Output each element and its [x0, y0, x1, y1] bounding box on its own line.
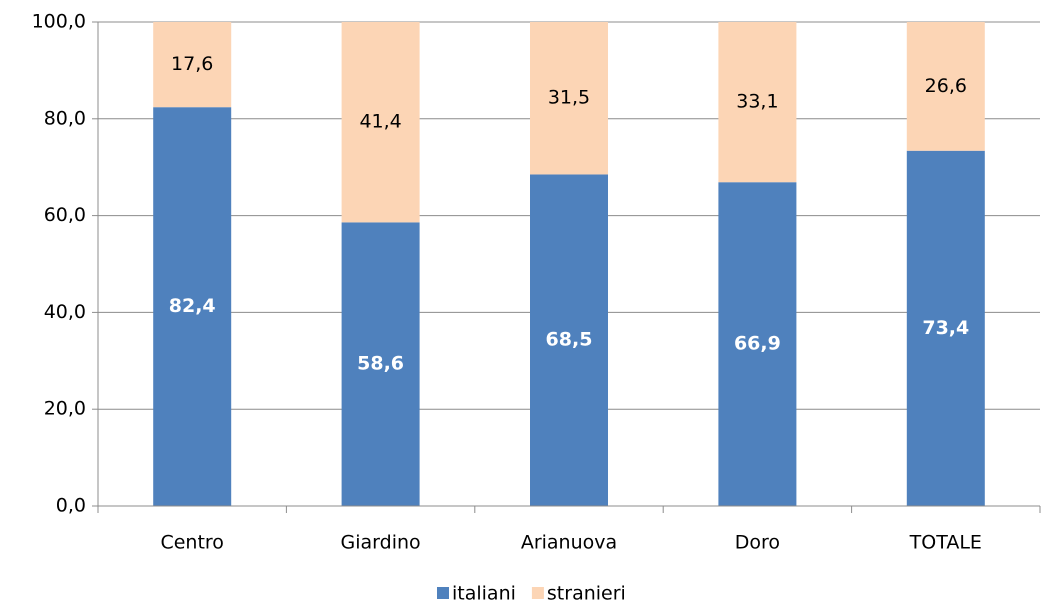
- data-label: 82,4: [169, 295, 216, 317]
- bar-segment: [341, 222, 420, 506]
- x-tick-label: Doro: [735, 532, 780, 554]
- data-label: 26,6: [925, 75, 967, 97]
- data-label: 31,5: [548, 87, 590, 109]
- y-tick-label: 40,0: [44, 301, 86, 323]
- y-tick-label: 100,0: [32, 11, 86, 33]
- y-tick-label: 80,0: [44, 107, 86, 129]
- y-tick-label: 60,0: [44, 204, 86, 226]
- bar-segment: [530, 22, 608, 175]
- data-label: 17,6: [171, 53, 213, 75]
- bar-segment: [718, 182, 797, 507]
- x-tick-label: Arianuova: [521, 532, 617, 554]
- bar-segment: [153, 107, 232, 507]
- bar-segment: [718, 22, 797, 183]
- legend-swatch: [437, 587, 449, 599]
- y-tick-label: 20,0: [44, 398, 86, 420]
- legend-swatch: [531, 587, 544, 599]
- data-label: 68,5: [546, 329, 593, 351]
- legend-label: stranieri: [547, 583, 626, 605]
- data-label: 41,4: [359, 111, 401, 133]
- x-tick-label: Giardino: [341, 532, 421, 554]
- bar-segment: [906, 22, 985, 151]
- data-label: 66,9: [734, 333, 781, 355]
- bar-segment: [906, 150, 985, 506]
- data-label: 58,6: [357, 353, 404, 375]
- y-tick-label: 0,0: [56, 495, 86, 517]
- x-tick-label: Centro: [160, 532, 223, 554]
- bar-segment: [341, 22, 420, 223]
- bar-segment: [153, 22, 232, 108]
- x-tick-label: TOTALE: [909, 532, 982, 554]
- data-label: 33,1: [736, 91, 778, 113]
- legend-label: italiani: [452, 583, 516, 605]
- bar-segment: [530, 174, 608, 506]
- data-label: 73,4: [922, 317, 969, 339]
